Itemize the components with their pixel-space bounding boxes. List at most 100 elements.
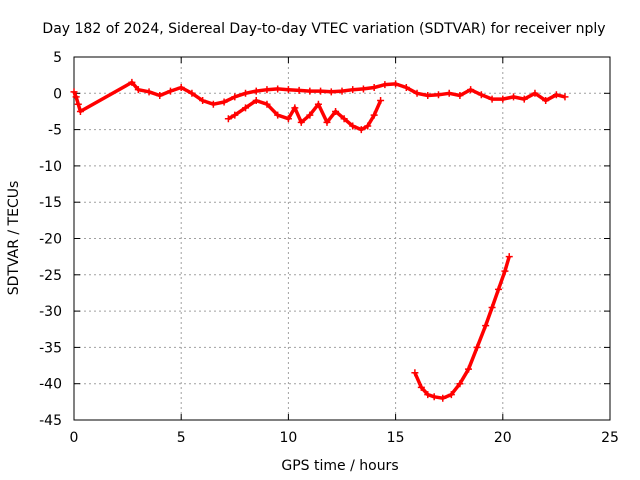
- data-point: [392, 80, 400, 88]
- data-point: [434, 91, 442, 99]
- data-point: [552, 91, 560, 99]
- data-point: [495, 285, 503, 293]
- data-point: [349, 86, 357, 94]
- data-point: [456, 91, 464, 99]
- data-point: [274, 111, 282, 119]
- y-tick-label: -35: [39, 340, 62, 356]
- data-point: [284, 115, 292, 123]
- data-point: [252, 87, 260, 95]
- x-tick-label: 15: [387, 430, 405, 446]
- series-near-zero-tracks: [70, 78, 569, 115]
- data-point: [542, 97, 550, 105]
- data-point: [209, 100, 217, 108]
- data-point: [263, 100, 271, 108]
- data-point: [510, 93, 518, 101]
- series-deep-excursion: [411, 253, 513, 402]
- x-axis-label: GPS time / hours: [281, 458, 398, 474]
- axis-ticks: [73, 56, 611, 421]
- data-point: [402, 83, 410, 91]
- y-tick-labels: 5 0 -5 -10 -15 -20 -25 -30 -35 -40 -45: [39, 50, 62, 429]
- data-point: [317, 87, 325, 95]
- data-point: [70, 88, 78, 96]
- y-tick-label: -45: [39, 413, 62, 429]
- y-tick-label: -20: [39, 232, 62, 248]
- grid-lines: [74, 57, 610, 420]
- x-tick-label: 10: [279, 430, 297, 446]
- data-point: [381, 81, 389, 89]
- y-axis-label: SDTVAR / TECUs: [6, 181, 22, 296]
- data-point: [359, 85, 367, 93]
- data-point: [297, 118, 305, 126]
- x-tick-label: 5: [177, 430, 186, 446]
- data-point: [467, 86, 475, 94]
- series-trace: [227, 98, 383, 132]
- data-point: [473, 343, 481, 351]
- data-point: [364, 122, 372, 130]
- data-point: [340, 115, 348, 123]
- data-point: [156, 91, 164, 99]
- data-point: [252, 97, 260, 105]
- data-point: [411, 369, 419, 377]
- data-point: [188, 89, 196, 97]
- y-tick-label: -40: [39, 377, 62, 393]
- data-point: [531, 89, 539, 97]
- x-tick-label: 25: [601, 430, 619, 446]
- data-point: [323, 118, 331, 126]
- data-point: [464, 365, 472, 373]
- data-point: [370, 83, 378, 91]
- y-tick-label: -15: [39, 195, 62, 211]
- y-tick-label: -5: [48, 123, 62, 139]
- data-point: [274, 85, 282, 93]
- data-point: [306, 87, 314, 95]
- data-point: [284, 86, 292, 94]
- x-tick-label: 0: [70, 430, 79, 446]
- data-points: [70, 78, 569, 402]
- data-point: [505, 253, 513, 261]
- data-point: [134, 86, 142, 94]
- data-point: [332, 107, 340, 115]
- data-point: [499, 95, 507, 103]
- data-point: [349, 122, 357, 130]
- data-point: [242, 104, 250, 112]
- data-point: [417, 383, 425, 391]
- data-point: [291, 104, 299, 112]
- data-point: [199, 97, 207, 105]
- data-point: [72, 93, 80, 101]
- data-point: [295, 86, 303, 94]
- y-tick-label: 5: [53, 50, 62, 66]
- data-point: [74, 100, 82, 108]
- data-point: [357, 126, 365, 134]
- data-point: [177, 83, 185, 91]
- data-point: [128, 78, 136, 86]
- data-point: [501, 267, 509, 275]
- data-point: [413, 89, 421, 97]
- data-point: [445, 89, 453, 97]
- data-point: [439, 394, 447, 402]
- data-point: [482, 322, 490, 330]
- data-point: [231, 93, 239, 101]
- data-point: [242, 89, 250, 97]
- data-point: [561, 93, 569, 101]
- data-point: [314, 100, 322, 108]
- data-point: [306, 111, 314, 119]
- series-trace: [72, 80, 566, 114]
- data-point: [145, 88, 153, 96]
- series-dipping-arcs: [224, 97, 385, 134]
- data-point: [220, 98, 228, 106]
- chart-title: Day 182 of 2024, Sidereal Day-to-day VTE…: [42, 21, 605, 37]
- x-tick-labels: 0 5 10 15 20 25: [70, 430, 619, 446]
- y-tick-label: 0: [53, 86, 62, 102]
- y-tick-label: -25: [39, 268, 62, 284]
- data-point: [424, 91, 432, 99]
- data-point: [430, 393, 438, 401]
- data-point: [520, 95, 528, 103]
- data-point: [424, 391, 432, 399]
- data-point: [477, 91, 485, 99]
- data-point: [327, 88, 335, 96]
- data-point: [338, 87, 346, 95]
- data-point: [263, 86, 271, 94]
- data-point: [224, 115, 232, 123]
- y-tick-label: -30: [39, 304, 62, 320]
- data-point: [370, 111, 378, 119]
